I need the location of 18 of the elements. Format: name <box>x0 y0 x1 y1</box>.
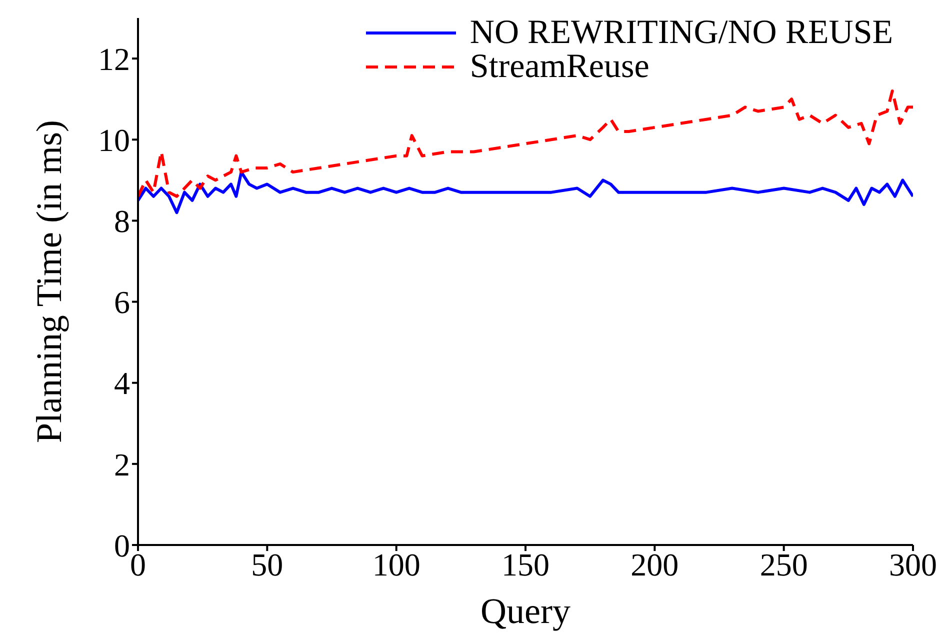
y-tick-label: 4 <box>114 365 130 402</box>
x-tick-label: 300 <box>889 546 937 583</box>
x-tick-label: 200 <box>630 546 679 583</box>
x-tick-label: 50 <box>251 546 284 583</box>
x-tick-label: 250 <box>760 546 808 583</box>
y-tick-label: 8 <box>114 203 130 240</box>
y-tick-label: 12 <box>98 40 130 77</box>
y-tick-label: 10 <box>98 122 130 158</box>
x-tick-label: 100 <box>372 546 420 583</box>
y-axis-title: Planning Time (in ms) <box>28 120 69 444</box>
x-axis-title: Query <box>480 591 570 631</box>
y-tick-label: 6 <box>114 284 130 320</box>
x-tick-label: 150 <box>502 546 550 583</box>
line-series <box>138 89 913 198</box>
legend-label: NO REWRITING/NO REUSE <box>470 14 893 51</box>
legend-label: StreamReuse <box>470 48 650 85</box>
y-tick-label: 2 <box>114 446 130 482</box>
line-series <box>138 170 913 214</box>
